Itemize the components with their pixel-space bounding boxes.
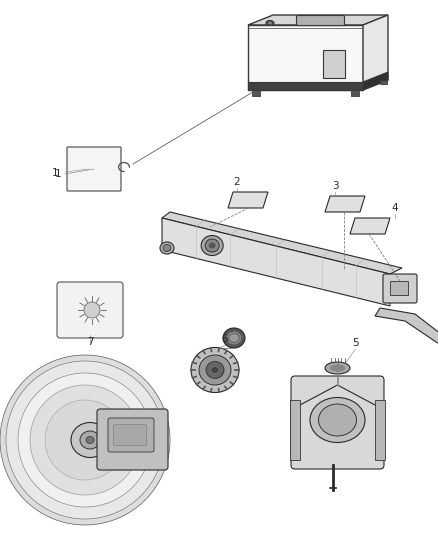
Polygon shape: [350, 218, 390, 234]
Bar: [380, 80, 387, 84]
Bar: [323, 50, 345, 78]
Bar: [375, 400, 385, 460]
Ellipse shape: [71, 423, 109, 457]
FancyBboxPatch shape: [291, 376, 384, 469]
Ellipse shape: [230, 335, 237, 341]
Polygon shape: [248, 15, 388, 25]
FancyBboxPatch shape: [113, 424, 146, 446]
Polygon shape: [228, 192, 268, 208]
Ellipse shape: [160, 242, 174, 254]
Ellipse shape: [329, 364, 346, 372]
FancyBboxPatch shape: [57, 282, 123, 338]
Polygon shape: [375, 308, 438, 348]
Ellipse shape: [266, 20, 274, 26]
FancyBboxPatch shape: [108, 418, 154, 452]
Polygon shape: [363, 15, 388, 90]
Polygon shape: [248, 25, 363, 90]
Ellipse shape: [310, 398, 365, 442]
Ellipse shape: [163, 245, 171, 252]
Text: 5: 5: [352, 338, 359, 348]
Ellipse shape: [84, 302, 100, 318]
Bar: [290, 400, 300, 460]
Text: 6: 6: [222, 334, 228, 344]
Text: 4: 4: [392, 203, 398, 213]
Text: 1: 1: [51, 168, 58, 178]
Polygon shape: [363, 72, 388, 90]
Polygon shape: [248, 82, 363, 90]
Text: 3: 3: [332, 181, 338, 191]
Ellipse shape: [208, 243, 215, 248]
Ellipse shape: [325, 362, 350, 374]
Ellipse shape: [211, 367, 219, 374]
FancyBboxPatch shape: [383, 274, 417, 303]
Ellipse shape: [0, 355, 170, 525]
Polygon shape: [325, 196, 365, 212]
Ellipse shape: [191, 348, 239, 392]
Ellipse shape: [6, 361, 164, 519]
FancyBboxPatch shape: [297, 15, 345, 26]
Polygon shape: [162, 212, 402, 274]
FancyBboxPatch shape: [97, 409, 168, 470]
Ellipse shape: [30, 385, 140, 495]
Ellipse shape: [227, 332, 241, 344]
Ellipse shape: [80, 431, 100, 449]
Ellipse shape: [18, 373, 152, 507]
Bar: [390, 281, 408, 295]
Ellipse shape: [205, 239, 219, 252]
Text: 7: 7: [87, 337, 93, 347]
Bar: [351, 90, 359, 96]
Bar: [252, 90, 260, 96]
FancyBboxPatch shape: [67, 147, 121, 191]
Ellipse shape: [45, 400, 125, 480]
Ellipse shape: [201, 236, 223, 255]
Ellipse shape: [86, 437, 94, 443]
Ellipse shape: [268, 21, 272, 25]
Ellipse shape: [223, 328, 245, 348]
Ellipse shape: [206, 361, 224, 378]
Polygon shape: [162, 218, 390, 306]
Text: 2: 2: [234, 177, 240, 187]
Ellipse shape: [318, 404, 357, 436]
Text: 1: 1: [55, 169, 61, 179]
Ellipse shape: [199, 355, 231, 385]
